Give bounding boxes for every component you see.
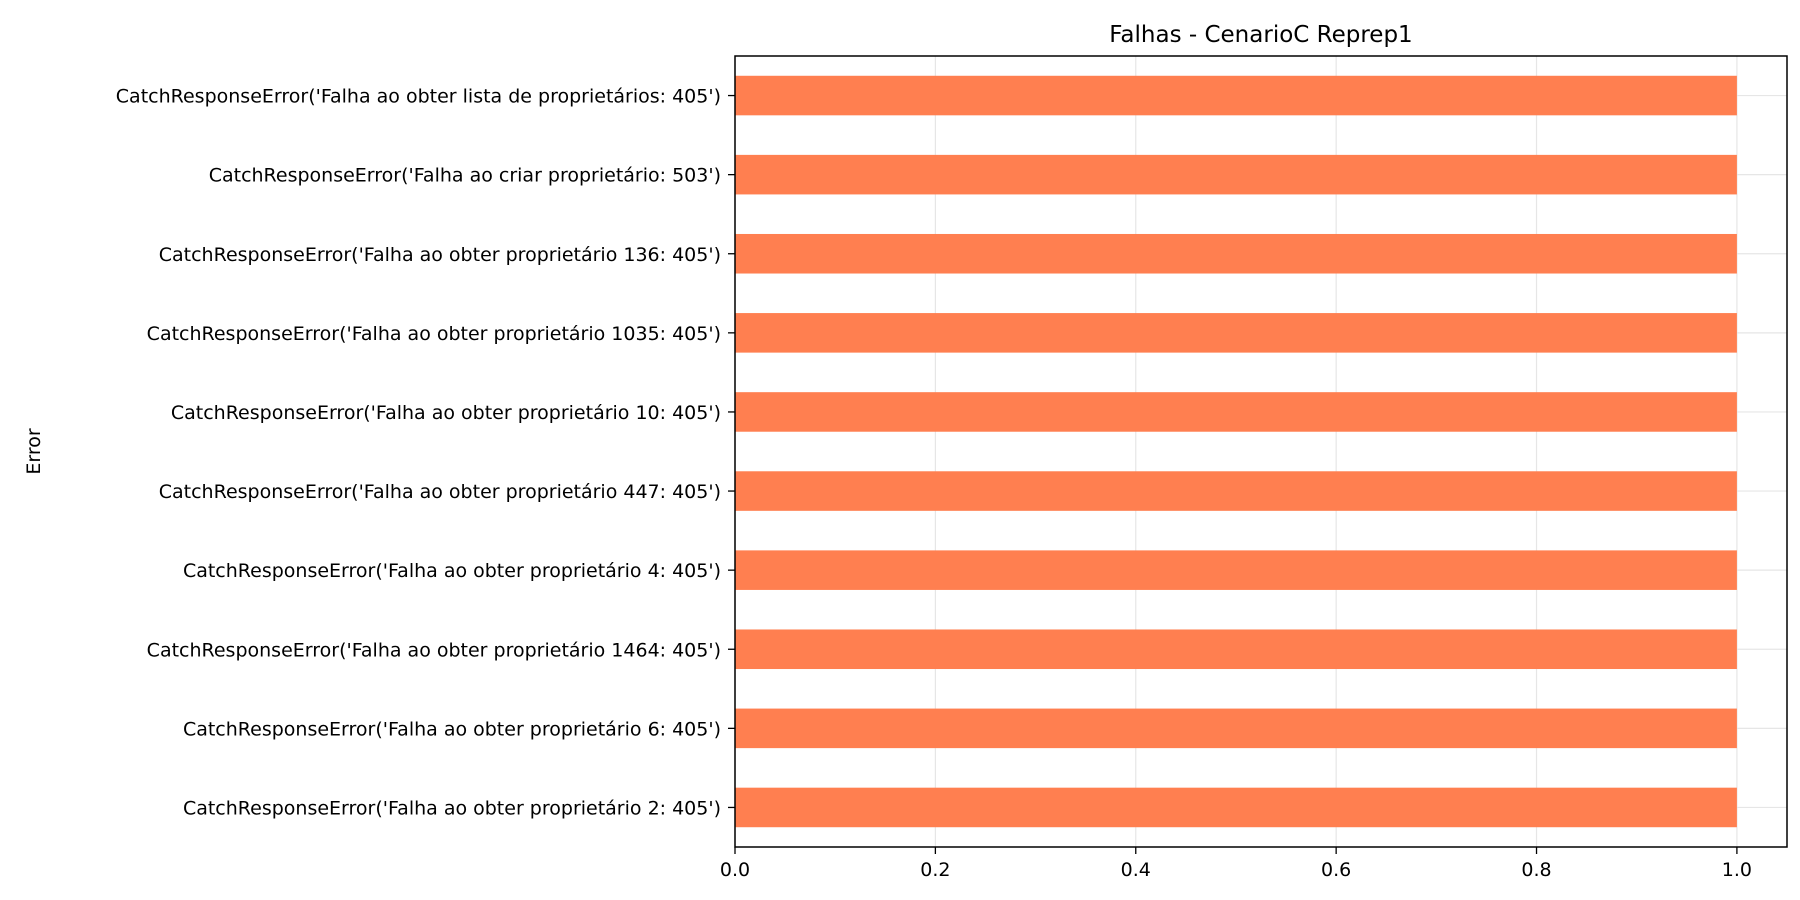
y-tick-label: CatchResponseError('Falha ao obter propr…	[171, 402, 721, 424]
x-tick-label: 0.6	[1321, 859, 1351, 881]
x-tick-label: 1.0	[1722, 859, 1752, 881]
y-tick-label: CatchResponseError('Falha ao obter propr…	[183, 718, 721, 740]
bar	[735, 629, 1737, 670]
x-tick-label: 0.0	[720, 859, 750, 881]
bars	[735, 75, 1737, 828]
bar	[735, 75, 1737, 116]
y-tick-label: CatchResponseError('Falha ao obter propr…	[159, 244, 721, 266]
bar	[735, 313, 1737, 353]
x-tick-label: 0.8	[1521, 859, 1551, 881]
bar	[735, 787, 1737, 828]
y-tick-label: CatchResponseError('Falha ao obter propr…	[183, 560, 721, 582]
y-tick-label: CatchResponseError('Falha ao obter propr…	[147, 639, 721, 661]
y-tick-label: CatchResponseError('Falha ao criar propr…	[209, 165, 721, 187]
x-ticks: 0.0 0.2 0.4 0.6 0.8 1.0	[720, 847, 1752, 881]
plot-frame	[734, 55, 1788, 848]
y-ticks: CatchResponseError('Falha ao obter lista…	[116, 86, 735, 819]
bar	[735, 471, 1737, 511]
y-tick-label: CatchResponseError('Falha ao obter propr…	[147, 323, 721, 345]
x-tick-label: 0.2	[920, 859, 950, 881]
bar	[735, 708, 1737, 749]
bar	[735, 392, 1737, 432]
bar	[735, 550, 1737, 590]
x-tick-label: 0.4	[1121, 859, 1151, 881]
y-tick-label: CatchResponseError('Falha ao obter propr…	[159, 481, 721, 503]
y-tick-label: CatchResponseError('Falha ao obter lista…	[116, 86, 721, 108]
bar	[735, 233, 1737, 274]
y-axis-label: Error	[23, 428, 45, 475]
bar	[735, 154, 1737, 195]
y-tick-label: CatchResponseError('Falha ao obter propr…	[183, 797, 721, 819]
chart-title: Falhas - CenarioC Reprep1	[1109, 22, 1412, 48]
